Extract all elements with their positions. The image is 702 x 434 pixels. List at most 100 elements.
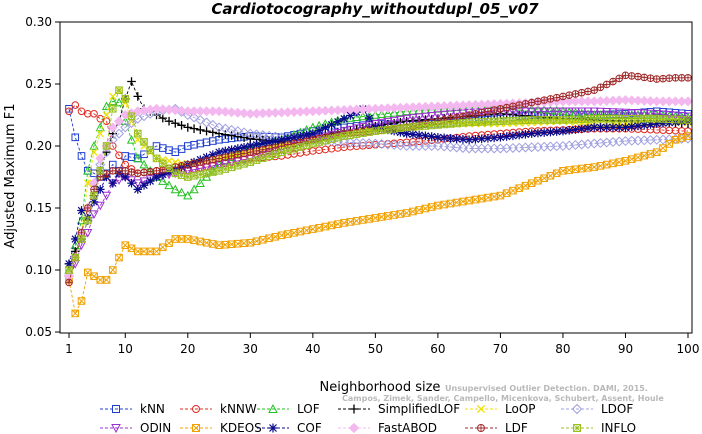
credit-line-1: Unsupervised Outlier Detection. DAMI, 20… [445,384,648,393]
data-point [677,74,686,82]
data-point [115,86,123,95]
data-point [477,118,486,126]
data-point [296,131,305,141]
data-point [652,75,661,83]
legend-item-ldf: LDF [465,421,528,434]
data-point [326,130,337,140]
data-point [559,116,567,124]
data-point [546,95,555,103]
data-point [71,309,80,318]
data-point [384,125,392,134]
data-point [452,119,461,128]
data-point [446,134,455,143]
data-point [365,128,373,136]
data-point [376,118,387,128]
data-point [565,115,574,124]
data-point [427,111,437,121]
data-point [577,88,586,97]
data-point [127,77,136,86]
data-point [408,114,418,123]
data-point [589,123,599,132]
data-point [346,131,355,139]
x-axis-label: Neighborhood size [320,380,441,395]
data-point [559,92,567,101]
data-point [233,132,243,141]
data-point [527,179,536,187]
data-point [496,117,505,126]
data-point [96,114,105,123]
data-point [133,92,143,101]
data-point [195,114,206,125]
data-point [314,126,324,135]
legend-item-kdeos: KDEOS [180,421,262,434]
data-point [571,115,580,124]
data-point [227,145,236,155]
legend-item-lof: LOF [257,402,320,416]
legend-item-inflo: INFLO [561,421,636,434]
x-tick-label: 90 [618,342,633,356]
data-point [127,178,136,188]
data-point [183,190,193,200]
axes: 1 10 20 30 40 50 60 70 80 90 100 0.05 0.10 0.15 0.20 0.… [25,15,699,356]
data-point [339,127,349,136]
data-point [439,133,449,143]
data-point [140,138,148,146]
data-point [509,116,517,125]
data-point [240,149,248,158]
data-point [77,107,86,116]
data-point [552,116,561,124]
data-point [684,132,692,140]
data-point [77,152,86,160]
data-point [395,107,406,116]
data-point [333,129,343,138]
data-point [201,117,212,128]
legend-item-knn: kNN [100,402,165,416]
data-point [101,191,112,201]
data-point [677,134,686,142]
data-point [383,108,393,118]
data-point [164,116,174,126]
data-point [540,116,548,124]
data-point [552,107,562,117]
data-point [177,145,186,153]
legend-marker [477,424,485,432]
data-point [65,266,73,274]
data-point [527,98,536,107]
data-point [646,74,655,83]
legend-label: kNNW [220,402,257,416]
data-point [240,160,248,168]
data-point [102,111,111,119]
data-point [440,200,448,209]
data-point [215,154,223,163]
legend-marker [268,423,278,433]
data-point [634,114,642,123]
data-point [459,112,467,121]
x-tick-label: 50 [368,342,383,356]
x-tick-label: 60 [430,342,445,356]
data-point [233,144,243,153]
data-point [609,77,617,86]
data-point [158,170,168,179]
data-point [70,234,80,244]
data-point [196,158,205,166]
data-point [151,103,162,114]
data-point [409,207,417,216]
data-point [546,127,555,137]
data-point [389,140,400,151]
data-point [209,240,217,248]
data-point [102,117,111,125]
legend-item-odin: ODIN [100,421,171,434]
data-point [127,112,136,121]
data-point [484,107,492,116]
x-tick-label: 80 [555,342,570,356]
data-point [490,192,498,201]
data-point [621,123,630,132]
data-point [120,122,131,133]
legend-marker [268,403,278,413]
data-point [395,140,406,151]
legend-label: kNN [140,402,165,416]
data-point [170,118,180,128]
data-point [259,235,267,244]
data-point [627,122,637,131]
data-point [577,115,586,124]
